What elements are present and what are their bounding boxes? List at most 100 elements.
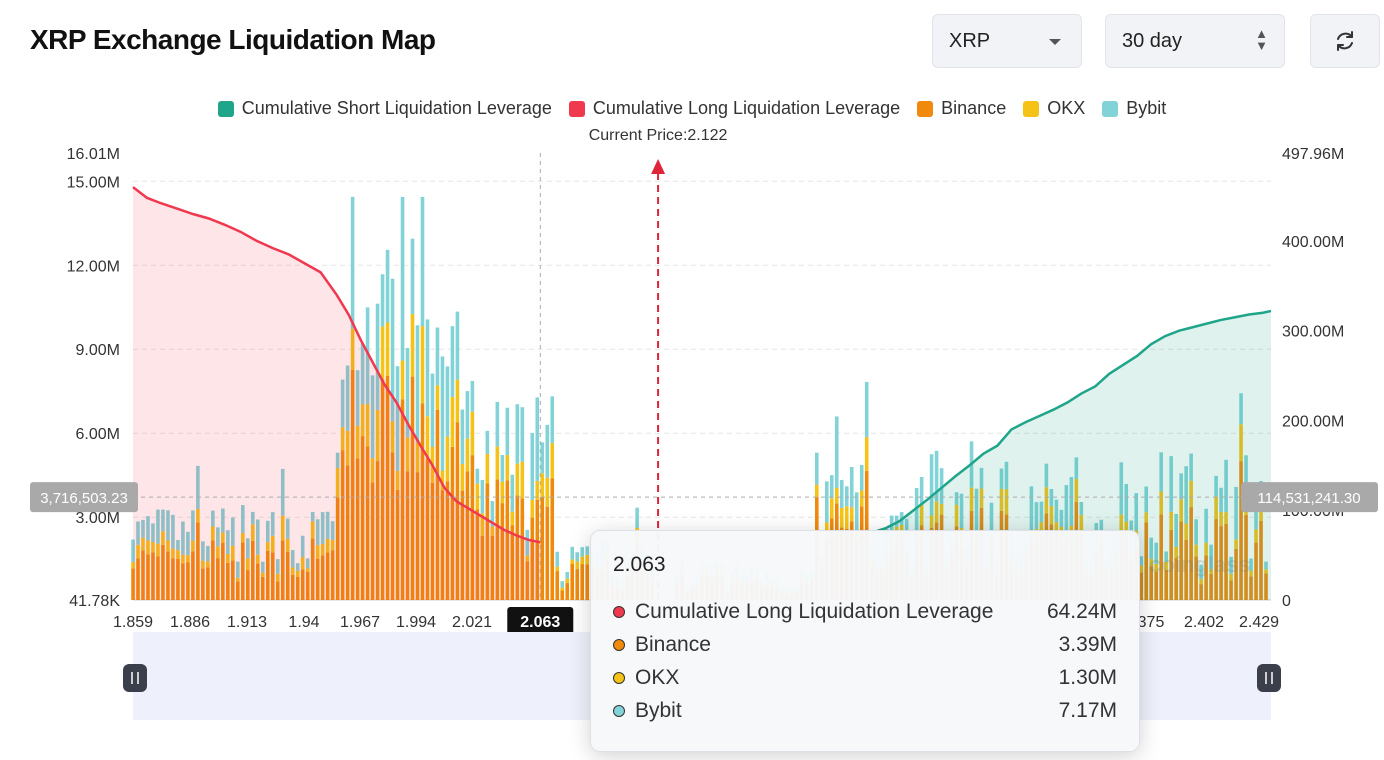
- legend-item-short[interactable]: Cumulative Short Liquidation Leverage: [217, 98, 552, 119]
- bar-binance: [400, 399, 405, 600]
- bar-okx: [1204, 542, 1208, 556]
- bar-okx: [1259, 511, 1263, 522]
- bar-bybit: [241, 505, 245, 534]
- bar-binance: [395, 489, 400, 600]
- bar-okx: [465, 438, 470, 472]
- short-area: [871, 310, 1271, 600]
- bar-bybit: [290, 550, 295, 568]
- legend-item-long[interactable]: Cumulative Long Liquidation Leverage: [568, 98, 900, 119]
- bar-okx: [839, 508, 844, 528]
- bar-bybit: [859, 464, 864, 491]
- bar-bybit: [515, 404, 520, 464]
- bar-bybit: [196, 465, 200, 509]
- refresh-button[interactable]: [1310, 14, 1380, 68]
- page-title: XRP Exchange Liquidation Map: [30, 24, 436, 55]
- zoom-handle-left[interactable]: [123, 664, 147, 692]
- bar-binance: [435, 409, 440, 600]
- bar-okx: [435, 385, 440, 410]
- bar-okx: [859, 490, 864, 507]
- watermark: coinglass: [1149, 552, 1250, 577]
- bar-binance: [285, 551, 290, 600]
- bar-okx: [211, 526, 215, 541]
- bar-binance: [1164, 569, 1168, 600]
- bar-binance: [585, 564, 589, 600]
- bar-bybit: [335, 452, 340, 469]
- bar-binance: [1249, 576, 1253, 600]
- bar-okx: [131, 562, 135, 569]
- bar-okx: [445, 436, 450, 482]
- legend-item-binance[interactable]: Binance: [917, 98, 1006, 119]
- bar-bybit: [275, 559, 280, 574]
- bar-okx: [1119, 514, 1124, 533]
- bar-binance: [265, 550, 270, 600]
- bar-binance: [570, 564, 575, 600]
- tooltip-dot: [613, 638, 625, 651]
- chevron-down-icon: [1049, 39, 1061, 45]
- bar-bybit: [186, 531, 190, 556]
- zoom-handle-right[interactable]: [1257, 664, 1281, 692]
- legend-item-okx[interactable]: OKX: [1023, 98, 1085, 119]
- bar-okx: [335, 468, 340, 498]
- bar-binance: [1259, 521, 1263, 600]
- bar-binance: [450, 446, 455, 600]
- bar-okx: [350, 328, 355, 371]
- bar-okx: [485, 453, 490, 484]
- bar-okx: [231, 545, 235, 561]
- bar-okx: [191, 540, 195, 552]
- bar-bybit: [265, 520, 270, 543]
- bar-okx: [510, 511, 515, 526]
- bar-binance: [295, 576, 300, 600]
- bar-okx: [1169, 511, 1173, 530]
- bar-okx: [475, 483, 480, 510]
- bar-bybit: [206, 545, 210, 562]
- refresh-icon: [1337, 31, 1353, 51]
- bar-okx: [395, 470, 400, 490]
- bar-bybit: [320, 512, 325, 544]
- bar-binance: [470, 455, 475, 600]
- bar-bybit: [1179, 473, 1183, 500]
- bar-bybit: [535, 397, 540, 481]
- bar-okx: [345, 430, 350, 466]
- bar-binance: [515, 495, 520, 600]
- bar-binance: [1224, 523, 1228, 600]
- left-tick-label: 41.78K: [69, 593, 120, 610]
- bar-bybit: [545, 424, 550, 478]
- bar-bybit: [1229, 556, 1233, 574]
- bar-okx: [815, 484, 819, 498]
- bar-bybit: [221, 508, 225, 533]
- x-tick-label: 1.94: [288, 614, 319, 631]
- chart-legend: Cumulative Short Liquidation Leverage Cu…: [0, 98, 1384, 122]
- bar-binance: [1139, 572, 1144, 600]
- range-select[interactable]: 30 day ▲ ▼: [1105, 14, 1285, 68]
- bar-okx: [280, 515, 285, 541]
- bar-binance: [330, 550, 335, 600]
- bar-bybit: [390, 278, 395, 422]
- bar-okx: [221, 532, 225, 543]
- bar-bybit: [166, 510, 170, 541]
- bar-binance: [340, 450, 345, 600]
- bar-bybit: [420, 196, 425, 327]
- bar-binance: [410, 376, 415, 600]
- bar-okx: [829, 498, 834, 519]
- bar-okx: [1229, 573, 1233, 581]
- bar-binance: [520, 498, 525, 600]
- bar-binance: [565, 583, 570, 600]
- bar-okx: [1154, 563, 1158, 572]
- bar-okx: [270, 535, 275, 553]
- coin-select[interactable]: XRP: [932, 14, 1082, 68]
- bar-binance: [380, 379, 385, 600]
- bar-binance: [1214, 519, 1218, 600]
- bar-okx: [171, 548, 175, 559]
- bar-bybit: [340, 379, 345, 428]
- bar-okx: [939, 503, 944, 515]
- bar-binance: [540, 497, 545, 600]
- bar-binance: [460, 490, 465, 600]
- bar-okx: [136, 544, 140, 559]
- bar-binance: [1144, 522, 1149, 600]
- bar-binance: [161, 544, 165, 600]
- bar-bybit: [1039, 501, 1044, 523]
- bar-bybit: [1224, 459, 1228, 513]
- bar-bybit: [141, 519, 145, 538]
- bar-bybit: [1144, 486, 1149, 513]
- legend-item-bybit[interactable]: Bybit: [1102, 98, 1166, 119]
